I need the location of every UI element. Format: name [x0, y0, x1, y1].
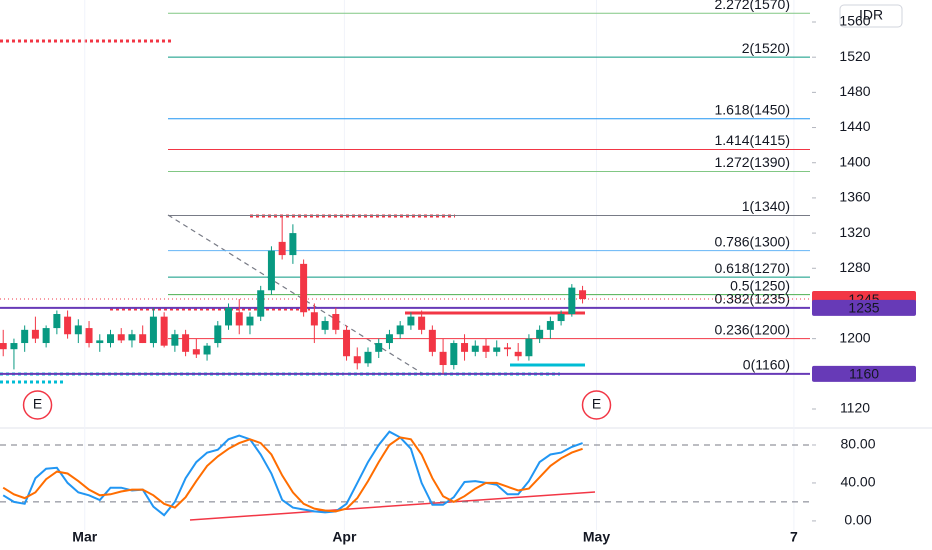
fib-label: 0(1160): [743, 357, 790, 373]
x-tick-label: May: [583, 529, 610, 545]
y-tick-label: 1200: [839, 329, 870, 345]
y-tick-label: 1320: [839, 224, 870, 240]
candle-body: [396, 325, 404, 335]
fib-label: 2.272(1570): [714, 0, 790, 12]
candle-body: [74, 325, 82, 335]
x-tick-label: Apr: [332, 529, 357, 545]
y-tick-label: 1120: [840, 400, 870, 416]
x-tick-label: 7: [790, 529, 798, 545]
candle-body: [42, 328, 50, 344]
candle-body: [375, 343, 383, 352]
candle-body: [300, 263, 308, 313]
price-tag: [812, 299, 916, 316]
candle-body: [267, 250, 275, 291]
event-label: E: [33, 396, 42, 412]
candle-body: [203, 345, 211, 355]
y-tick-label: 1280: [839, 259, 870, 275]
y-tick-label: 1440: [839, 118, 870, 134]
candle-body: [235, 312, 243, 326]
candle-body: [96, 340, 104, 344]
candle-body: [503, 347, 511, 350]
fib-label: 0.5(1250): [730, 277, 790, 293]
candle-body: [21, 329, 29, 344]
y-tick-label: 1480: [839, 83, 870, 99]
candle-body: [525, 338, 533, 357]
osc-trend-line: [189, 491, 596, 521]
currency-button[interactable]: [839, 4, 903, 28]
event-marker: [22, 390, 53, 420]
price-tag-label: 1160: [849, 366, 879, 382]
candle-body: [310, 312, 318, 326]
fib-label: 1(1340): [742, 198, 790, 214]
candle-body: [107, 334, 115, 344]
candle-body: [568, 287, 576, 315]
candle-body: [117, 334, 125, 341]
candle-body: [289, 233, 297, 256]
candle-body: [192, 349, 200, 355]
fib-label: 0.618(1270): [714, 260, 790, 276]
event-marker: [581, 390, 612, 420]
candle-body: [364, 351, 372, 364]
candle-body: [53, 314, 61, 329]
fib-label: 1.272(1390): [714, 154, 790, 170]
fib-label: 2(1520): [742, 40, 790, 56]
candle-body: [418, 316, 426, 330]
candle-body: [461, 343, 469, 352]
candle-body: [257, 290, 265, 317]
candle-body: [557, 314, 565, 322]
y-tick-label: 1560: [839, 13, 870, 29]
x-tick-label: Mar: [72, 529, 97, 545]
fib-label: 1.414(1415): [714, 132, 790, 148]
candle-body: [31, 329, 39, 339]
candle-body: [536, 329, 544, 339]
candle-body: [450, 343, 458, 366]
candle-body: [482, 345, 490, 352]
osc-tick-label: 0.00: [844, 512, 871, 528]
candle-body: [579, 290, 587, 300]
candle-body: [439, 351, 447, 366]
candle-body: [428, 329, 436, 352]
event-label: E: [592, 396, 601, 412]
fib-label: 0.786(1300): [714, 233, 790, 249]
candle-body: [182, 334, 190, 352]
candle-body: [171, 334, 179, 346]
price-tag: [812, 365, 916, 382]
y-tick-label: 1520: [839, 48, 870, 64]
candle-body: [343, 329, 351, 357]
candle-body: [246, 316, 254, 326]
candle-body: [225, 307, 233, 326]
candle-body: [321, 321, 329, 330]
candle-body: [64, 316, 72, 335]
candle-body: [471, 345, 479, 352]
fib-label: 0.236(1200): [714, 321, 790, 337]
candle-body: [493, 347, 501, 352]
candle-body: [160, 316, 168, 346]
y-tick-label: 1360: [839, 189, 870, 205]
osc-tick-label: 80.00: [840, 436, 875, 452]
candle-body: [149, 316, 157, 344]
candle-body: [353, 356, 361, 364]
candle-body: [0, 343, 7, 350]
candle-body: [214, 325, 222, 344]
fib-label: 0.382(1235): [714, 291, 790, 307]
osc-tick-label: 40.00: [840, 474, 875, 490]
candle-body: [278, 241, 286, 256]
candle-body: [128, 334, 136, 341]
candle-body: [139, 334, 147, 344]
currency[interactable]: IDR: [859, 7, 883, 23]
candle-body: [407, 316, 415, 326]
osc-line: [2, 436, 583, 513]
y-tick-label: 1400: [839, 153, 870, 169]
price-tag-label: 1235: [848, 300, 879, 316]
fib-label: 1.618(1450): [714, 101, 790, 117]
candle-body: [514, 351, 522, 357]
candle-body: [385, 334, 393, 344]
candle-body: [546, 321, 554, 330]
candle-body: [85, 328, 93, 344]
candle-body: [10, 343, 18, 350]
candle-body: [332, 314, 340, 330]
